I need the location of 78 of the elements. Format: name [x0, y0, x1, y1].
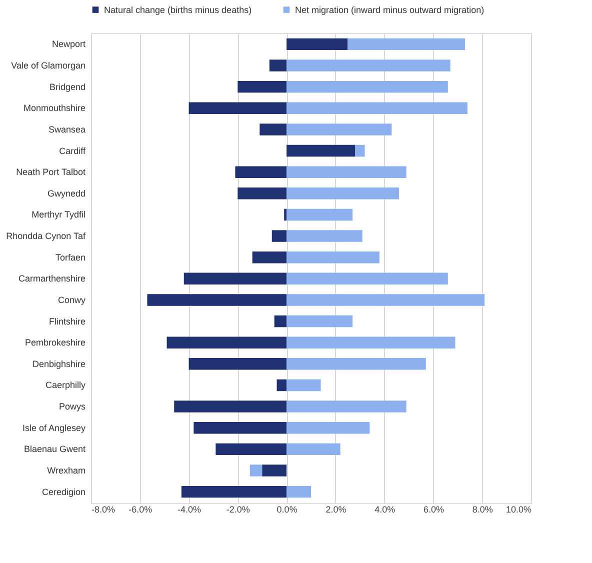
bar: [181, 486, 287, 498]
x-tick-label: 8.0%: [472, 504, 493, 514]
y-tick-label: Monmouthshire: [23, 103, 86, 114]
bar: [188, 102, 287, 114]
bar: [286, 124, 392, 136]
bar: [238, 188, 287, 200]
bar: [286, 400, 406, 412]
y-tick-label: Rhondda Cynon Taf: [6, 231, 86, 242]
bar: [286, 422, 370, 434]
bar: [188, 358, 287, 370]
bar: [262, 464, 287, 476]
y-tick-label: Blaenau Gwent: [24, 444, 86, 454]
bar: [348, 38, 465, 50]
x-tick-label: 6.0%: [423, 504, 444, 514]
bar: [174, 400, 287, 412]
bar: [272, 230, 287, 242]
bar: [286, 272, 448, 285]
bar: [284, 208, 287, 221]
y-tick-label: Carmarthenshire: [18, 274, 86, 284]
y-tick-label: Neath Port Talbot: [16, 167, 86, 178]
y-tick-label: Flintshire: [48, 316, 86, 326]
bar: [166, 336, 287, 348]
bar: [286, 443, 340, 456]
y-tick-label: Denbighshire: [32, 358, 86, 369]
legend-label: Net migration (inward minus outward migration): [295, 4, 484, 15]
bar: [235, 166, 287, 178]
bar: [216, 443, 287, 456]
x-tick-label: 10.0%: [506, 504, 532, 514]
x-tick-label: 0.0%: [276, 504, 298, 514]
y-tick-label: Isle of Anglesey: [22, 422, 86, 433]
y-tick-label: Vale of Glamorgan: [11, 60, 86, 71]
y-tick-label: Ceredigion: [42, 486, 86, 497]
bar: [184, 272, 287, 285]
bar: [147, 294, 287, 306]
y-tick-label: Bridgend: [49, 82, 86, 92]
y-tick-label: Torfaen: [55, 252, 86, 262]
bar: [286, 230, 362, 242]
legend-label: Natural change (births minus deaths): [104, 4, 252, 15]
y-tick-label: Wrexham: [47, 465, 86, 476]
x-tick-label: -2.0%: [226, 504, 250, 514]
bar: [286, 486, 311, 498]
y-tick-label: Caerphilly: [45, 380, 86, 390]
bar: [355, 144, 365, 157]
bar: [286, 102, 468, 114]
x-tick-label: -8.0%: [92, 504, 116, 514]
bar: [260, 124, 287, 136]
y-tick-label: Cardiff: [59, 146, 86, 156]
y-tick-label: Gwynedd: [47, 188, 86, 198]
bar: [286, 336, 456, 348]
bar: [276, 379, 287, 392]
y-tick-label: Powys: [58, 402, 86, 412]
bar: [286, 358, 426, 370]
x-tick-label: -4.0%: [178, 504, 202, 514]
bar: [252, 251, 287, 264]
y-tick-label: Newport: [52, 39, 86, 50]
y-tick-label: Merthyr Tydfil: [32, 210, 86, 220]
bar: [286, 294, 485, 306]
x-tick-label: -6.0%: [128, 504, 152, 514]
bar: [286, 60, 450, 72]
bar: [238, 80, 287, 93]
y-tick-label: Pembrokeshire: [24, 338, 86, 348]
bar: [286, 80, 448, 93]
bar: [286, 166, 406, 178]
y-tick-label: Conwy: [58, 294, 86, 305]
y-tick-label: Swansea: [48, 124, 86, 134]
bar: [286, 188, 399, 200]
bar: [286, 315, 353, 328]
bar: [194, 422, 287, 434]
bar: [274, 315, 287, 328]
bar: [286, 144, 355, 157]
bar: [286, 251, 380, 264]
x-tick-label: 4.0%: [374, 504, 396, 514]
bar: [286, 379, 321, 392]
bar: [250, 464, 262, 476]
bar: [286, 38, 348, 50]
x-tick-label: 2.0%: [326, 504, 346, 514]
bar: [286, 208, 353, 221]
bar: [269, 60, 287, 72]
